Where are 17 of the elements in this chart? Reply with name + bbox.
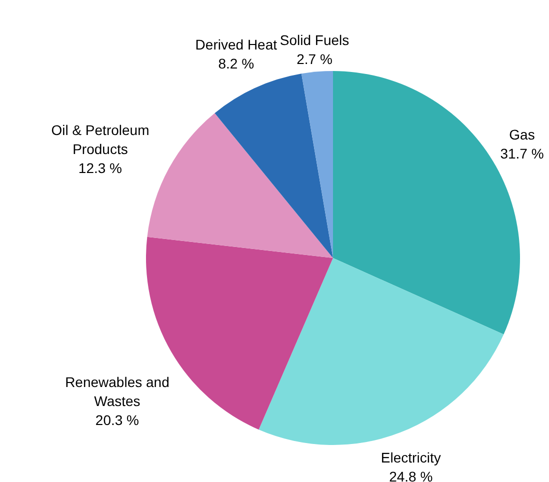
slice-label: Electricity [380, 449, 441, 466]
data-label: 20.3 % [95, 412, 140, 428]
pie-slice [147, 113, 333, 258]
pie-slice [258, 258, 504, 445]
pie-slice [301, 71, 333, 258]
slice-label: Gas [509, 126, 535, 143]
slice-label: Oil & Petroleum Products [51, 122, 150, 157]
data-label: 31.7 % [500, 146, 544, 162]
data-label: 24.8 % [389, 468, 433, 482]
data-label: 2.7 % [296, 50, 332, 67]
pie-slice [146, 236, 333, 430]
slice-label: Derived Heat [195, 36, 278, 52]
slice-label: Renewables and Wastes [65, 374, 170, 409]
pie-slice [214, 74, 333, 258]
slice-label: Solid Fuels [280, 32, 350, 48]
data-label: 8.2 % [218, 55, 254, 72]
data-label: 12.3 % [78, 160, 122, 176]
